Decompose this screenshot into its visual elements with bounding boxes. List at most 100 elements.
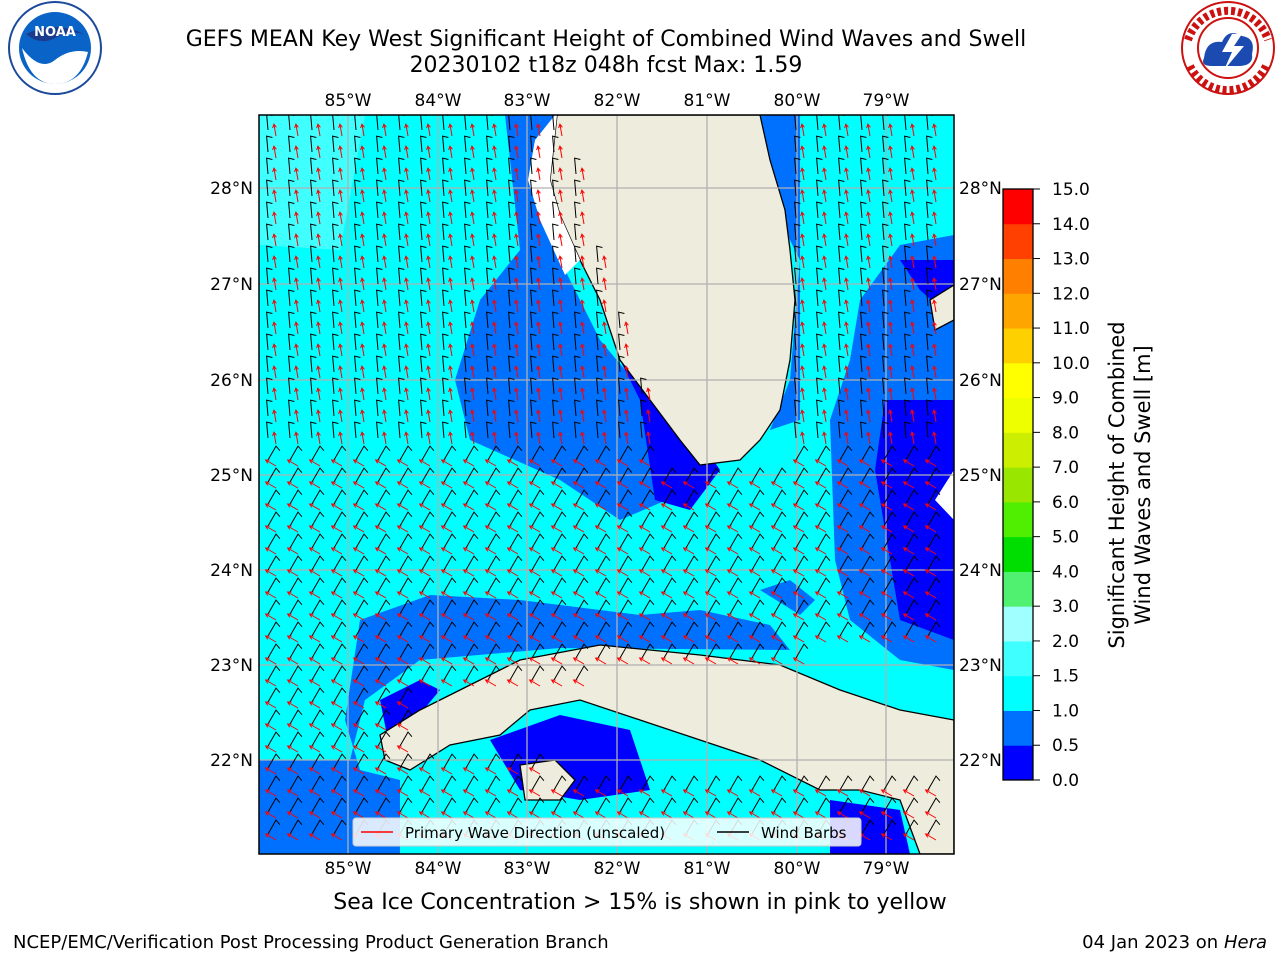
wave-arrow	[814, 789, 827, 797]
wave-arrow	[484, 767, 497, 775]
wind-barb	[794, 201, 801, 219]
wave-arrow	[558, 387, 563, 401]
wave-arrow	[536, 299, 541, 313]
wind-barb	[377, 621, 391, 637]
wind-barb	[464, 311, 471, 329]
wave-arrow	[880, 789, 893, 797]
wind-barb	[575, 577, 589, 593]
wind-barb	[442, 289, 449, 307]
wind-barb	[729, 489, 743, 505]
wind-barb	[332, 135, 339, 153]
wind-barb	[377, 577, 391, 593]
wind-barb	[816, 333, 823, 351]
wind-barb	[354, 223, 361, 241]
wind-barb	[509, 445, 523, 461]
wave-arrow	[308, 613, 321, 621]
wave-arrow	[558, 189, 563, 203]
wind-barb	[640, 399, 647, 417]
wave-arrow	[272, 145, 277, 159]
wind-barb	[443, 533, 457, 549]
wind-barb	[355, 555, 369, 571]
wind-barb	[442, 245, 449, 263]
wind-barb	[377, 511, 391, 527]
wave-arrow	[932, 255, 937, 269]
wind-barb	[443, 467, 457, 483]
wave-arrow	[844, 365, 849, 379]
wind-barb	[905, 467, 919, 483]
wind-barb	[464, 421, 471, 439]
wave-arrow	[470, 211, 475, 225]
wave-arrow	[888, 167, 893, 181]
wave-arrow	[616, 525, 629, 533]
wave-arrow	[506, 503, 519, 511]
wave-arrow	[294, 409, 299, 423]
wave-arrow	[866, 189, 871, 203]
wave-arrow	[330, 701, 343, 709]
wind-barb	[530, 245, 537, 263]
wind-barb	[354, 311, 361, 329]
wave-arrow	[316, 189, 321, 203]
wave-arrow	[286, 723, 299, 731]
colorbar-tick-label: 1.5	[1052, 667, 1079, 687]
wind-barb	[596, 289, 603, 307]
wind-barb	[398, 421, 405, 439]
wind-barb	[575, 467, 589, 483]
wave-arrow	[910, 145, 915, 159]
wind-barb	[751, 643, 765, 659]
wind-barb	[839, 445, 853, 461]
wind-barb	[904, 333, 911, 351]
wave-arrow	[682, 569, 695, 577]
wind-barb	[882, 157, 889, 175]
wave-arrow	[294, 343, 299, 357]
wave-arrow	[682, 635, 695, 643]
wind-barb	[905, 577, 919, 593]
wind-barb	[663, 621, 677, 637]
wind-barb	[333, 797, 347, 813]
wave-arrow	[308, 723, 321, 731]
wave-arrow	[748, 481, 761, 489]
wave-arrow	[470, 277, 475, 291]
wind-barb	[464, 399, 471, 417]
wave-arrow	[660, 811, 673, 819]
wind-barb	[861, 797, 875, 813]
wave-arrow	[264, 811, 277, 819]
wind-barb	[442, 421, 449, 439]
wave-arrow	[360, 233, 365, 247]
wind-barb	[311, 467, 325, 483]
wind-barb	[861, 489, 875, 505]
wave-arrow	[880, 547, 893, 555]
wave-arrow	[888, 343, 893, 357]
wave-arrow	[594, 503, 607, 511]
wind-barb	[289, 753, 303, 769]
wind-barb	[354, 421, 361, 439]
wave-arrow	[492, 167, 497, 181]
wind-barb	[729, 599, 743, 615]
wave-arrow	[580, 431, 585, 445]
wave-arrow	[272, 233, 277, 247]
wind-barb	[267, 731, 281, 747]
wind-barb	[508, 201, 515, 219]
wind-barb	[597, 489, 611, 505]
sea-ice-note: Sea Ice Concentration > 15% is shown in …	[333, 890, 947, 915]
wind-barb	[596, 355, 603, 373]
wind-barb	[794, 179, 801, 197]
wave-arrow	[924, 525, 937, 533]
wave-arrow	[382, 431, 387, 445]
wave-arrow	[580, 189, 585, 203]
wave-arrow	[264, 657, 277, 665]
wave-arrow	[932, 321, 937, 335]
wind-barb	[442, 311, 449, 329]
wave-arrow	[330, 591, 343, 599]
wave-arrow	[316, 431, 321, 445]
wind-barb	[927, 467, 941, 483]
wave-arrow	[888, 123, 893, 137]
wave-arrow	[682, 811, 695, 819]
wave-arrow	[462, 657, 475, 665]
wave-arrow	[748, 591, 761, 599]
wind-barb	[377, 797, 391, 813]
wind-barb	[794, 223, 801, 241]
wind-barb	[267, 753, 281, 769]
wave-arrow	[440, 569, 453, 577]
wind-barb	[575, 621, 589, 637]
wave-arrow	[770, 591, 783, 599]
